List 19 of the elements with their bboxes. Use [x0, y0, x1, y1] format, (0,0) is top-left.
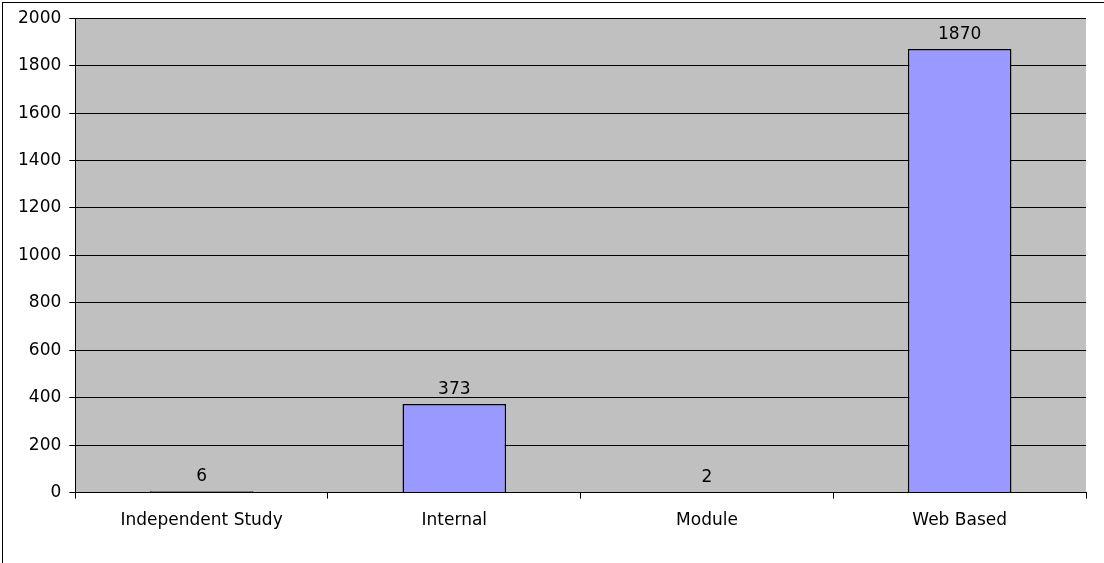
- y-tick-label: 600: [28, 338, 62, 359]
- y-tick-label: 200: [28, 433, 62, 454]
- y-tick-label: 1200: [18, 196, 62, 217]
- y-tick-label: 2000: [18, 6, 62, 27]
- y-tick-label: 0: [50, 481, 62, 502]
- y-tick-label: 800: [28, 291, 62, 312]
- x-tick-label: Module: [676, 509, 738, 530]
- x-tick-label: Web Based: [912, 509, 1007, 530]
- data-label: 1870: [938, 22, 982, 43]
- data-label: 6: [196, 465, 208, 486]
- y-tick-label: 1600: [18, 101, 62, 122]
- x-tick-label: Independent Study: [120, 509, 283, 530]
- y-tick-label: 400: [28, 386, 62, 407]
- x-tick-label: Internal: [421, 509, 488, 530]
- y-tick-label: 1800: [18, 54, 62, 75]
- y-tick-label: 1000: [18, 243, 62, 264]
- y-tick-label: 1400: [18, 148, 62, 169]
- data-label: 2: [701, 466, 713, 487]
- data-label: 373: [438, 378, 471, 399]
